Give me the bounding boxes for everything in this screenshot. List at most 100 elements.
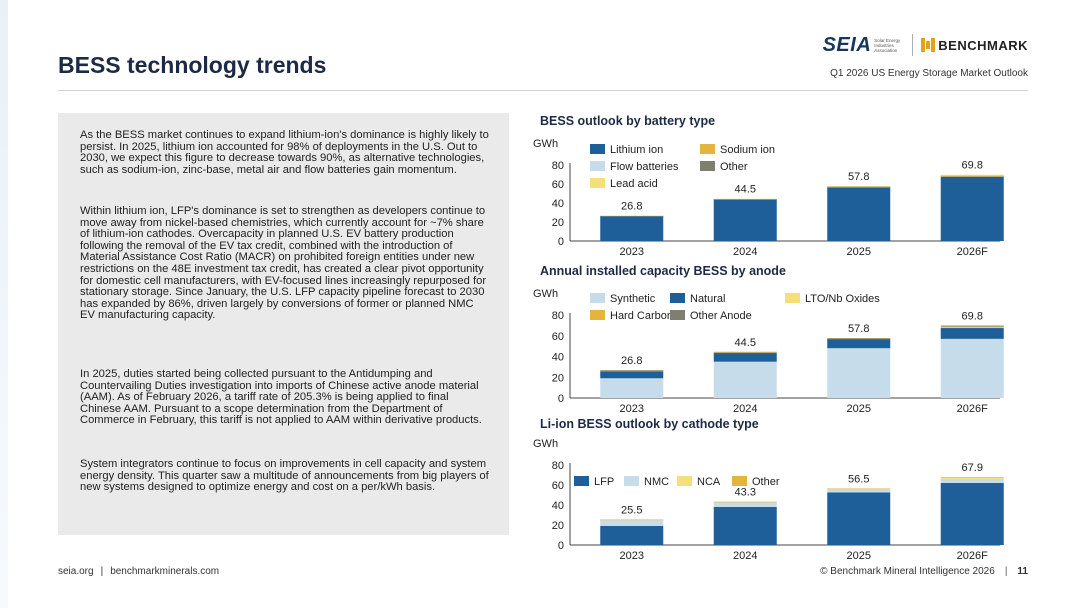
legend-label: Sodium ion [720,144,775,156]
legend-label: LFP [594,476,614,488]
bar-total-label: 26.8 [621,355,642,367]
bar-segment-natural [713,352,777,362]
bar-segment-lithium-ion [713,199,777,241]
legend-label: Natural [690,293,725,305]
bar-total-label: 69.8 [962,311,983,323]
bar-segment-lead-acid [827,186,891,187]
bar-segment-synthetic [940,338,1004,398]
bar-segment-other-anode [713,351,777,353]
legend-label: NMC [644,476,669,488]
bar-segment-sodium-ion [940,176,1004,177]
footer-link-benchmark[interactable]: benchmarkminerals.com [110,566,220,577]
bar-segment-synthetic [713,361,777,398]
bar-segment-other-anode [940,325,1004,327]
bar-segment-lfp [940,483,1004,545]
legend-swatch [732,476,747,486]
bar-segment-lead-acid [600,215,664,217]
bar-segment-other [827,186,891,188]
bar-segment-other [713,199,777,200]
seia-logo: SEIA Solar Energy Industries Association [823,34,905,57]
y-tick-label: 20 [552,217,564,229]
bar-segment-other [940,175,1004,177]
bar-total-label: 57.8 [848,171,869,183]
legend-swatch [590,178,605,188]
y-tick-label: 0 [558,393,564,405]
footer-websites: seia.org | benchmarkminerals.com [58,566,219,577]
paragraph-1: As the BESS market continues to expand l… [80,129,489,176]
y-tick-label: 80 [552,160,564,172]
bar-segment-other-anode [600,370,664,371]
bar-segment-lithium-ion [827,187,891,241]
footer-copyright: © Benchmark Mineral Intelligence 2026 [820,566,995,577]
bar-total-label: 25.5 [621,505,642,517]
chart-title-cathode: Li-ion BESS outlook by cathode type [540,417,759,431]
legend-swatch [624,476,639,486]
x-tick-label: 2025 [847,403,871,415]
y-axis-label: GWh [533,438,558,450]
y-tick-label: 60 [552,179,564,191]
x-tick-label: 2023 [620,550,644,562]
bar-segment-lto-nb-oxides [940,327,1004,329]
bar-total-label: 67.9 [962,462,983,474]
paragraph-4: System integrators continue to focus on … [80,458,489,494]
logo-group: SEIA Solar Energy Industries Association… [823,30,1028,60]
y-tick-label: 80 [552,310,564,322]
bar-segment-nca [940,477,1004,479]
logo-divider [912,34,914,56]
bar-total-label: 43.3 [735,487,756,499]
header-divider [58,90,1028,91]
bar-segment-other [713,501,777,503]
legend-swatch [590,293,605,303]
footer-left-separator: | [100,566,104,577]
x-tick-label: 2024 [733,550,757,562]
bar-segment-other [940,477,1004,478]
legend-label: LTO/Nb Oxides [805,293,880,305]
y-tick-label: 60 [552,480,564,492]
bar-segment-other [600,519,664,521]
footer-link-seia[interactable]: seia.org [58,566,94,577]
bar-segment-hard-carbon [940,326,1004,328]
text-panel: As the BESS market continues to expand l… [58,113,509,535]
legend-label: Other [720,161,748,173]
y-axis-label: GWh [533,288,558,300]
footer-separator: | [1004,566,1008,577]
legend-label: Other [752,476,780,488]
legend-label: Other Anode [690,310,752,322]
y-tick-label: 40 [552,500,564,512]
report-subtitle: Q1 2026 US Energy Storage Market Outlook [830,68,1028,79]
legend-swatch [574,476,589,486]
bar-total-label: 26.8 [621,201,642,213]
bar-segment-lead-acid [940,174,1004,176]
legend-label: Lead acid [610,178,658,190]
x-tick-label: 2026F [957,403,988,415]
chart-cathode: GWh 0 20 40 60 80 25.5 2023 43.3 2024 56.5 2025 67.9… [533,438,1004,562]
legend-swatch [670,293,685,303]
legend-label: Lithium ion [610,144,663,156]
bar-segment-nmc [713,501,777,507]
bar-segment-lto-nb-oxides [600,370,664,372]
bar-segment-other [827,488,891,490]
bar-segment-natural [827,338,891,349]
paragraph-2: Within lithium ion, LFP's dominance is s… [80,205,487,322]
x-tick-label: 2023 [620,246,644,258]
y-tick-label: 20 [552,520,564,532]
x-tick-label: 2024 [733,246,757,258]
bar-total-label: 57.8 [848,323,869,335]
bar-total-label: 44.5 [735,184,756,196]
legend-label: Synthetic [610,293,656,305]
bar-segment-natural [600,371,664,379]
legend-swatch [785,293,800,303]
legend-swatch [700,161,715,171]
benchmark-mark-icon [921,38,936,52]
y-tick-label: 40 [552,198,564,210]
bar-segment-lfp [713,507,777,545]
chart-anode: GWh 0 20 40 60 80 26.8 2023 44.5 2024 57.8 2025 69.8… [533,288,1004,415]
legend-swatch [590,310,605,320]
y-axis-label: GWh [533,138,558,150]
bar-segment-natural [940,327,1004,339]
bar-segment-synthetic [600,378,664,398]
left-accent-bar [0,0,8,608]
bar-segment-other-anode [827,338,891,339]
legend-swatch [590,144,605,154]
chart-battery-type: GWh 0 20 40 60 80 26.8 2023 44.5 2024 57.8 2025 69.8… [533,138,1004,258]
